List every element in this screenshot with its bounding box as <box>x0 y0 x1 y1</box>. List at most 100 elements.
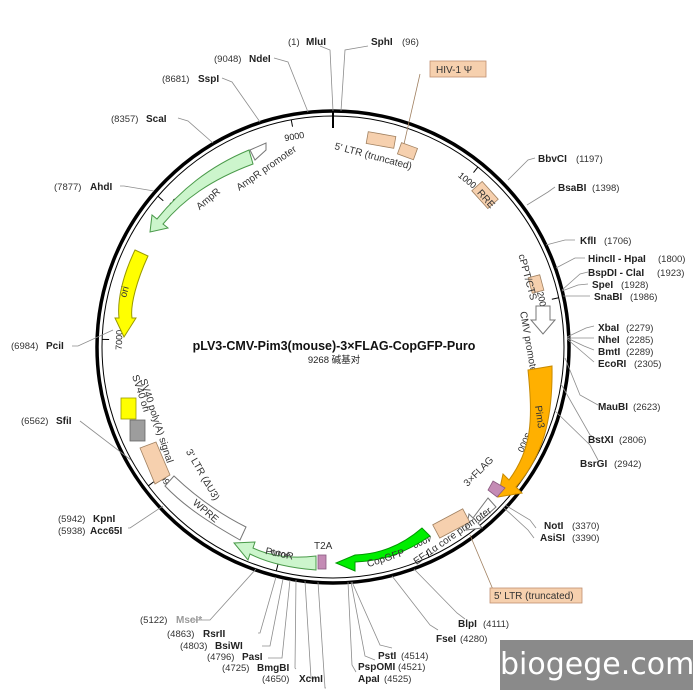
svg-text:FseI: FseI <box>436 634 456 645</box>
svg-text:(4280): (4280) <box>460 634 487 645</box>
site-sspi[interactable]: (8681) SspI <box>162 74 219 85</box>
site-pasi[interactable]: (4796) PasI <box>207 652 263 663</box>
site-sphi[interactable]: SphI (96) <box>371 37 419 48</box>
site-acc65i[interactable]: (5938) Acc65I <box>58 526 122 537</box>
puror-arrow[interactable] <box>232 541 317 571</box>
svg-text:(7877): (7877) <box>54 182 81 193</box>
cppt-box[interactable] <box>527 274 545 294</box>
svg-text:BsiWI: BsiWI <box>215 641 243 652</box>
ampr-promoter-shape[interactable] <box>249 142 267 161</box>
svg-text:(2305): (2305) <box>634 359 661 370</box>
svg-text:NotI: NotI <box>544 521 564 532</box>
site-bbvci[interactable]: BbvCI (1197) <box>538 154 603 165</box>
svg-text:(6562): (6562) <box>21 416 48 427</box>
scale-tick <box>473 166 479 173</box>
site-sfii[interactable]: (6562) SfiI <box>21 416 72 427</box>
svg-text:(8681): (8681) <box>162 74 189 85</box>
ltr5-truncated-box-a[interactable] <box>365 131 397 149</box>
site-bstxi[interactable]: BstXI (2806) <box>588 435 646 446</box>
site-ahdi[interactable]: (7877) AhdI <box>54 182 112 193</box>
t2a-box[interactable] <box>317 554 327 570</box>
svg-text:XbaI: XbaI <box>598 323 619 334</box>
sv40-polya-box[interactable] <box>120 397 137 420</box>
svg-text:BsrGI: BsrGI <box>580 459 607 470</box>
watermark-logo: biogege.com <box>500 640 694 690</box>
site-snabi[interactable]: SnaBI (1986) <box>594 292 657 303</box>
svg-text:(5122): (5122) <box>140 615 167 626</box>
svg-text:(1923): (1923) <box>657 268 684 279</box>
site-asisi[interactable]: AsiSI (3390) <box>540 533 599 544</box>
site-pspomi[interactable]: PspOMI (4521) <box>358 662 425 673</box>
svg-text:PciI: PciI <box>46 341 64 352</box>
site-bsiwi[interactable]: (4803) BsiWI <box>180 641 243 652</box>
site-fsei[interactable]: FseI (4280) <box>436 634 487 645</box>
site-bmti[interactable]: BmtI (2289) <box>598 347 653 358</box>
scale-tick-label: 9000 <box>284 130 306 143</box>
ef1a-promoter-arrow[interactable] <box>465 497 497 531</box>
site-bsabi[interactable]: BsaBI (1398) <box>558 183 619 194</box>
svg-text:MscI*: MscI* <box>176 615 202 626</box>
ampr-arrow[interactable] <box>149 149 254 233</box>
site-blpi[interactable]: BlpI (4111) <box>458 619 509 630</box>
ltr5-truncated-tag[interactable] <box>489 587 583 604</box>
svg-text:MluI: MluI <box>306 37 326 48</box>
site-mlui[interactable]: (1) MluI <box>288 37 326 48</box>
svg-text:ScaI: ScaI <box>146 114 167 125</box>
svg-text:(5942): (5942) <box>58 514 85 525</box>
site-xcmi[interactable]: (4650) XcmI <box>262 674 323 685</box>
site-msci[interactable]: (5122) MscI* <box>140 615 202 626</box>
ef1a-core-box[interactable] <box>432 508 471 539</box>
site-noti[interactable]: NotI (3370) <box>544 521 599 532</box>
site-bspdi-clai[interactable]: BspDI - ClaI (1923) <box>588 268 684 279</box>
svg-text:(2806): (2806) <box>619 435 646 446</box>
svg-text:ApaI: ApaI <box>358 674 380 685</box>
site-rsrii[interactable]: (4863) RsrII <box>167 629 225 640</box>
copgfp-arrow[interactable] <box>334 527 431 572</box>
svg-text:SphI: SphI <box>371 37 393 48</box>
svg-text:Acc65I: Acc65I <box>90 526 122 537</box>
pim3-arrow[interactable] <box>497 365 553 498</box>
svg-text:(2289): (2289) <box>626 347 653 358</box>
site-kfli[interactable]: KflI (1706) <box>580 236 631 247</box>
svg-text:(4111): (4111) <box>483 619 509 630</box>
site-ndei[interactable]: (9048) NdeI <box>214 54 271 65</box>
site-maubi[interactable]: MauBI (2623) <box>598 402 660 413</box>
ltr5-truncated-box-b[interactable] <box>396 142 419 161</box>
flag3-box[interactable] <box>487 480 506 498</box>
site-scai[interactable]: (8357) ScaI <box>111 114 167 125</box>
svg-text:(8357): (8357) <box>111 114 138 125</box>
svg-text:SpeI: SpeI <box>592 280 613 291</box>
svg-text:(2279): (2279) <box>626 323 653 334</box>
site-nhei[interactable]: NheI (2285) <box>598 335 653 346</box>
site-spei[interactable]: SpeI (1928) <box>592 280 648 291</box>
site-hincii-hpai[interactable]: HincII - HpaI (1800) <box>588 254 685 265</box>
cmv-promoter-arrow[interactable] <box>529 305 557 335</box>
site-xbai[interactable]: XbaI (2279) <box>598 323 653 334</box>
site-psti[interactable]: PstI (4514) <box>378 651 428 662</box>
ori-arrow[interactable] <box>114 249 149 339</box>
site-bmgbi[interactable]: (4725) BmgBI <box>222 663 289 674</box>
svg-text:(4650): (4650) <box>262 674 289 685</box>
site-bsrgi[interactable]: BsrGI (2942) <box>580 459 641 470</box>
rre-box[interactable] <box>471 180 499 210</box>
site-pcii[interactable]: (6984) PciI <box>11 341 64 352</box>
wpre-box[interactable] <box>164 475 247 541</box>
ltr3-box[interactable] <box>139 441 171 485</box>
svg-text:AsiSI: AsiSI <box>540 533 565 544</box>
svg-text:(2623): (2623) <box>633 402 660 413</box>
site-ecori[interactable]: EcoRI (2305) <box>598 359 661 370</box>
hiv-psi-tag[interactable] <box>429 60 487 78</box>
svg-text:(2285): (2285) <box>626 335 653 346</box>
svg-text:NdeI: NdeI <box>249 54 271 65</box>
sv40-ori-box[interactable] <box>129 419 146 442</box>
svg-text:BspDI - ClaI: BspDI - ClaI <box>588 268 644 279</box>
site-kpni[interactable]: (5942) KpnI <box>58 514 115 525</box>
svg-text:AhdI: AhdI <box>90 182 112 193</box>
site-labels: (1) MluI SphI (96) (9048) NdeI (8681) SspI (… <box>11 37 685 685</box>
scale-tick <box>148 481 155 487</box>
svg-text:(1398): (1398) <box>592 183 619 194</box>
site-apai[interactable]: ApaI (4525) <box>358 674 411 685</box>
svg-text:(4525): (4525) <box>384 674 411 685</box>
svg-text:(3390): (3390) <box>572 533 599 544</box>
